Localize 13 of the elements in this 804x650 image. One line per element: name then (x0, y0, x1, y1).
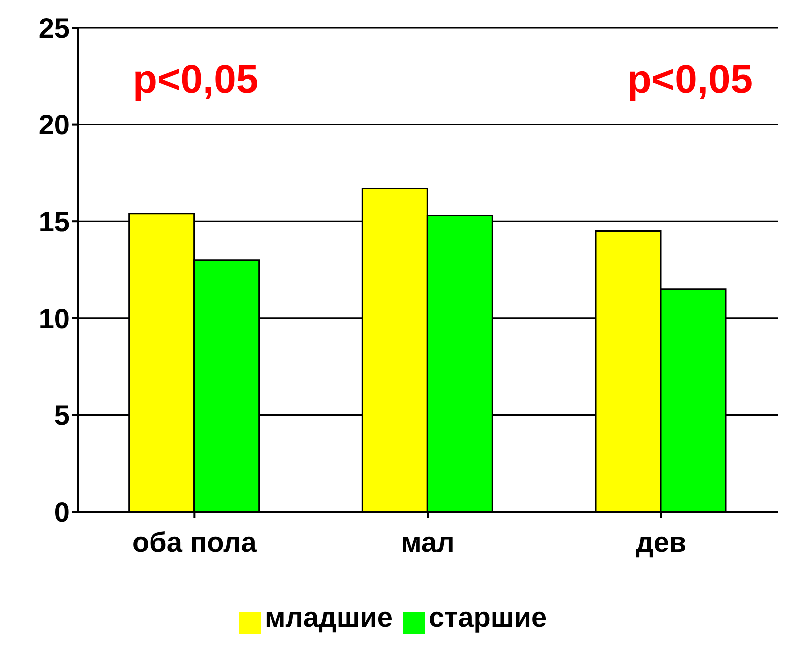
legend-label: старшие (428, 602, 548, 633)
x-tick-label: мал (401, 526, 455, 558)
annotation: p<0,05 (627, 58, 753, 103)
y-tick-label: 20 (38, 110, 70, 141)
x-tick-label: дев (636, 526, 687, 558)
x-tick-label: оба пола (132, 526, 258, 558)
annotation: p<0,05 (133, 58, 259, 103)
legend-label: младшие (264, 602, 393, 633)
y-tick-label: 15 (38, 206, 70, 238)
y-tick-label: 0 (54, 496, 70, 528)
y-tick-label: 10 (38, 303, 70, 334)
y-tick-label: 5 (54, 400, 70, 432)
y-tick-label: 25 (38, 12, 70, 44)
